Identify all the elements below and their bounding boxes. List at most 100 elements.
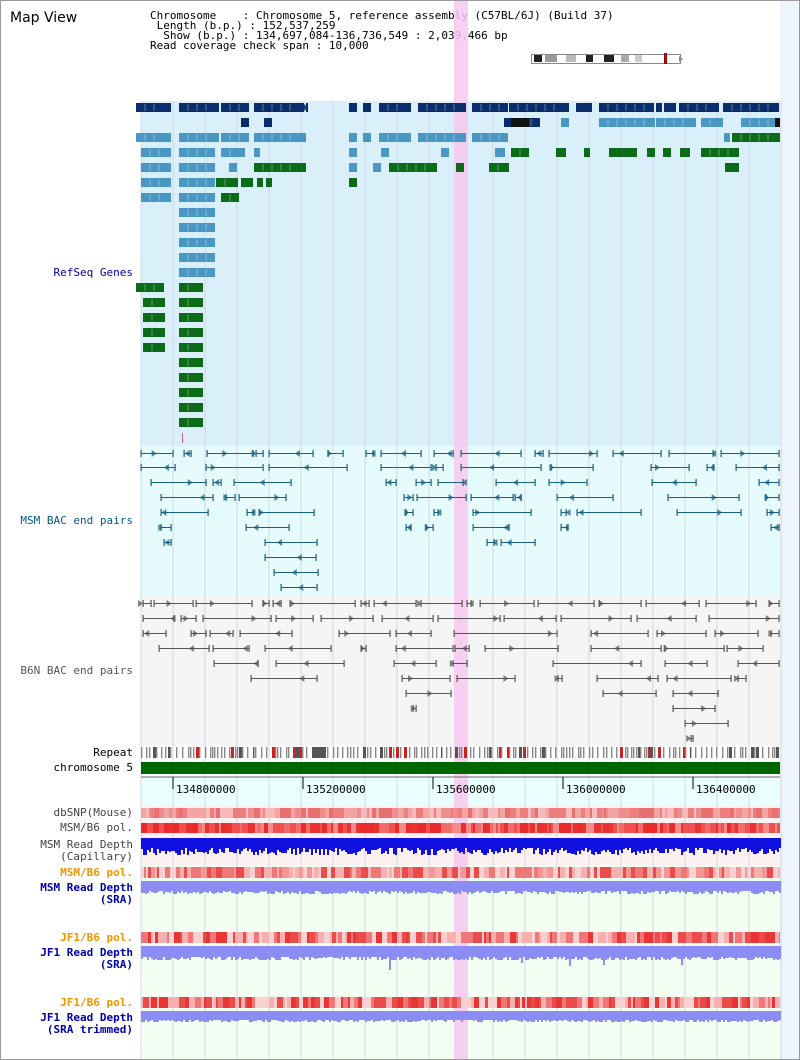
msm-depth-capillary-bar — [225, 838, 227, 848]
dbsnp-cell — [392, 808, 395, 818]
msm-b6-pol-sra-cell — [709, 867, 711, 878]
dbsnp-cell — [753, 808, 756, 818]
msm-depth-sra-bar — [389, 881, 391, 894]
jf1-depth-sra-bar — [407, 946, 409, 959]
jf1-depth-sra-bar — [469, 946, 471, 957]
msm-depth-sra-bar — [163, 881, 165, 894]
jf1-depth-trim-bar — [635, 1011, 637, 1020]
gene-strand-arrow — [561, 118, 566, 127]
jf1-depth-trim-bar — [645, 1011, 647, 1022]
jf1-depth-trim-bar — [665, 1011, 667, 1020]
msm-b6-pol-sra-cell — [238, 867, 244, 878]
msm-b6-pol-cell — [481, 823, 483, 833]
msm-b6-pol-cell — [581, 823, 586, 833]
msm-bac-end — [160, 494, 162, 501]
jf1-b6-pol-trim-cell — [397, 997, 400, 1008]
msm-bac-end — [542, 450, 544, 457]
msm-depth-sra-bar — [413, 881, 415, 891]
dbsnp-cell — [325, 808, 329, 818]
jf1-b6-pol-trim-cell — [649, 997, 655, 1008]
jf1-depth-trim-bar — [649, 1011, 651, 1021]
jf1-depth-sra-bar — [247, 946, 249, 959]
refseq-gene — [379, 103, 411, 112]
gene-strand-arrow — [143, 313, 148, 322]
msm-depth-capillary-bar — [287, 838, 289, 850]
jf1-b6-pol-cell — [387, 932, 392, 943]
jf1-depth-sra-bar — [607, 946, 609, 959]
msm-b6-pol-cell — [374, 823, 379, 833]
jf1-depth-sra-bar — [761, 946, 763, 959]
jf1-depth-trim-bar — [627, 1011, 629, 1020]
repeat-element — [386, 747, 388, 758]
jf1-depth-sra-bar — [445, 946, 447, 960]
gene-strand-arrow — [179, 163, 184, 172]
repeat-element — [333, 747, 335, 758]
jf1-b6-pol-cell — [653, 932, 655, 943]
msm-bac-arrow — [513, 479, 519, 486]
jf1-b6-pol-trim-cell — [174, 997, 179, 1008]
dbsnp-cell — [320, 808, 325, 818]
repeat-element — [156, 747, 158, 758]
jf1-depth-sra-bar — [755, 946, 757, 957]
jf1-b6-pol-trim-cell — [628, 997, 631, 1008]
b6n-bac-arrow — [303, 660, 309, 667]
msm-depth-sra-bar — [325, 881, 327, 894]
msm-depth-capillary-bar — [531, 838, 533, 848]
b6n-bac-end — [730, 675, 732, 682]
msm-b6-pol-sra-cell — [352, 867, 356, 878]
msm-b6-pol-sra-cell — [479, 867, 484, 878]
msm-b6-pol-cell — [486, 823, 490, 833]
msm-depth-capillary-bar — [707, 838, 709, 849]
msm-depth-sra-bar — [409, 881, 411, 893]
msm-depth-capillary-bar — [379, 838, 381, 848]
msm-depth-sra-bar — [291, 881, 293, 892]
msm-b6-pol-cell — [219, 823, 221, 833]
msm-depth-sra-bar — [499, 881, 501, 892]
b6n-bac-end — [705, 600, 707, 607]
msm-depth-capillary-bar — [141, 838, 143, 849]
msm-depth-capillary-bar — [149, 838, 151, 852]
b6n-bac-end — [737, 660, 739, 667]
msm-b6-pol-sra-cell — [226, 867, 230, 878]
b6n-bac-end — [270, 615, 272, 622]
jf1-depth-trim-bar — [743, 1011, 745, 1020]
msm-depth-capillary-bar — [537, 838, 539, 848]
jf1-b6-pol-cell — [320, 932, 324, 943]
dbsnp-cell — [434, 808, 436, 818]
b6n-bac-end — [590, 630, 592, 637]
b6n-bac-end — [778, 600, 780, 607]
jf1-depth-trim-bar — [377, 1011, 379, 1021]
msm-depth-sra-bar — [675, 881, 677, 892]
repeat-element — [650, 747, 653, 758]
msm-depth-sra-bar — [561, 881, 563, 892]
msm-depth-sra-bar — [529, 881, 531, 892]
jf1-b6-pol-cell — [672, 932, 678, 943]
msm-depth-capillary-bar — [523, 838, 525, 848]
jf1-depth-sra-bar — [197, 946, 199, 957]
jf1-depth-sra-bar — [701, 946, 703, 959]
msm-bac-end — [650, 464, 652, 471]
b6n-bac-arrow — [166, 600, 172, 607]
msm-depth-capillary-bar — [733, 838, 735, 854]
jf1-depth-trim-bar — [599, 1011, 601, 1022]
msm-depth-sra-bar — [539, 881, 541, 892]
msm-depth-capillary-bar — [599, 838, 601, 854]
jf1-b6-pol-cell — [621, 932, 626, 943]
msm-b6-pol-cell — [667, 823, 669, 833]
msm-bac-end — [316, 539, 318, 546]
msm-depth-sra-bar — [635, 881, 637, 893]
jf1-depth-trim-bar — [331, 1011, 333, 1020]
msm-depth-capillary-bar — [329, 838, 331, 850]
msm-bac-arrow — [407, 494, 413, 501]
msm-bac-end — [432, 524, 434, 531]
msm-depth-sra-bar — [753, 881, 755, 894]
chromosome-ideogram[interactable] — [531, 53, 683, 64]
jf1-b6-pol-trim-cell — [671, 997, 675, 1008]
repeat-element — [170, 747, 172, 758]
jf1-depth-sra-bar — [535, 946, 537, 959]
jf1-depth-trim-bar — [421, 1011, 423, 1020]
msm-depth-capillary-bar — [725, 838, 727, 855]
jf1-depth-sra-bar — [467, 946, 469, 960]
msm-depth-sra-bar — [557, 881, 559, 891]
